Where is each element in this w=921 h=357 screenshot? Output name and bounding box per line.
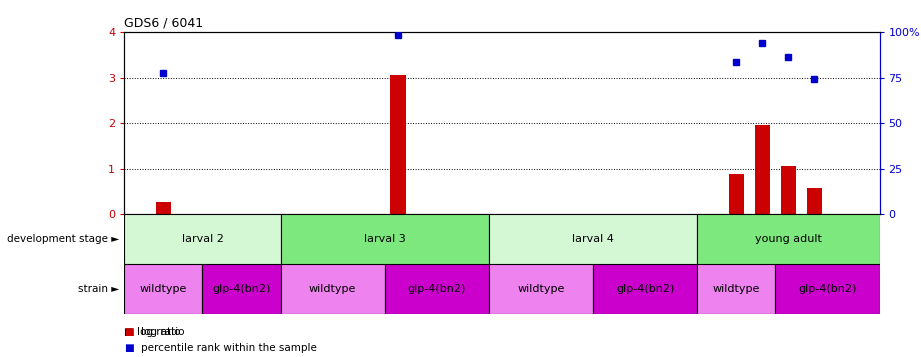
Text: GSM455: GSM455 [446, 216, 454, 251]
Text: GSM445: GSM445 [289, 216, 298, 251]
Text: ■: ■ [124, 343, 134, 353]
Bar [593, 264, 697, 314]
Text: glp-4(bn2): glp-4(bn2) [799, 284, 857, 294]
Text: GSM447: GSM447 [393, 216, 402, 251]
Text: GSM439: GSM439 [784, 216, 793, 251]
Bar [489, 264, 593, 314]
Bar [124, 214, 281, 264]
Text: GSM465: GSM465 [263, 216, 272, 251]
Text: GSM449: GSM449 [315, 216, 324, 251]
Bar [385, 264, 489, 314]
Text: GSM450: GSM450 [523, 216, 532, 251]
Text: GSM458: GSM458 [680, 216, 689, 251]
Text: GSM441: GSM441 [732, 216, 740, 251]
Text: development stage ►: development stage ► [7, 234, 120, 244]
Text: GSM452: GSM452 [627, 216, 636, 251]
Text: GSM444: GSM444 [862, 216, 871, 251]
Bar [281, 264, 385, 314]
Text: GSM463: GSM463 [211, 216, 220, 251]
Text: glp-4(bn2): glp-4(bn2) [616, 284, 674, 294]
Text: strain ►: strain ► [78, 284, 120, 294]
Bar [489, 214, 697, 264]
Text: larval 2: larval 2 [181, 234, 224, 244]
Bar [775, 264, 880, 314]
Text: GSM454: GSM454 [550, 216, 558, 251]
Text: glp-4(bn2): glp-4(bn2) [213, 284, 271, 294]
Text: GSM462: GSM462 [185, 216, 194, 251]
Text: GSM442: GSM442 [758, 216, 767, 251]
Text: GSM457: GSM457 [576, 216, 585, 251]
Text: GSM453: GSM453 [341, 216, 350, 251]
Text: GSM446: GSM446 [497, 216, 507, 251]
Text: wildtype: wildtype [713, 284, 760, 294]
Bar [697, 214, 880, 264]
Text: log ratio: log ratio [141, 327, 184, 337]
Text: GSM459: GSM459 [472, 216, 481, 251]
Text: GSM460: GSM460 [133, 216, 142, 251]
Bar [156, 202, 171, 214]
Text: larval 4: larval 4 [572, 234, 614, 244]
Text: young adult: young adult [755, 234, 822, 244]
Text: GSM440: GSM440 [810, 216, 819, 251]
Text: glp-4(bn2): glp-4(bn2) [408, 284, 466, 294]
Bar [281, 214, 489, 264]
Text: ■: ■ [124, 327, 134, 337]
Text: GSM451: GSM451 [419, 216, 428, 251]
Text: GSM464: GSM464 [237, 216, 246, 251]
Text: GDS6 / 6041: GDS6 / 6041 [124, 16, 204, 30]
Text: wildtype: wildtype [140, 284, 187, 294]
Bar [697, 264, 775, 314]
Text: percentile rank within the sample: percentile rank within the sample [141, 343, 317, 353]
Bar [390, 75, 405, 214]
Bar [124, 264, 203, 314]
Bar [754, 125, 770, 214]
Text: GSM448: GSM448 [601, 216, 611, 251]
Bar [729, 174, 744, 214]
Text: GSM438: GSM438 [705, 216, 715, 251]
Text: ■ log ratio: ■ log ratio [124, 327, 181, 337]
Text: GSM461: GSM461 [159, 216, 168, 251]
Text: GSM443: GSM443 [836, 216, 845, 251]
Bar [781, 166, 797, 214]
Bar [203, 264, 281, 314]
Text: GSM466: GSM466 [367, 216, 377, 251]
Text: larval 3: larval 3 [364, 234, 405, 244]
Text: wildtype: wildtype [518, 284, 565, 294]
Text: GSM456: GSM456 [654, 216, 663, 251]
Text: wildtype: wildtype [309, 284, 356, 294]
Bar [807, 188, 822, 214]
